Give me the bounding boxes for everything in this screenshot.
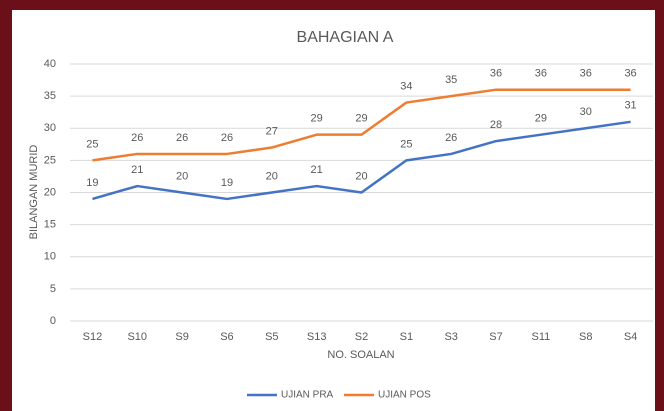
data-label: 21 xyxy=(311,164,323,176)
y-tick-label: 15 xyxy=(44,219,56,231)
y-tick-label: 10 xyxy=(44,251,56,263)
y-tick-label: 30 xyxy=(44,122,56,134)
data-label: 29 xyxy=(355,113,367,125)
x-tick-label: S6 xyxy=(220,331,233,343)
data-label: 20 xyxy=(355,170,367,182)
data-label: 29 xyxy=(535,113,547,125)
data-label: 26 xyxy=(176,132,188,144)
data-label: 21 xyxy=(131,164,143,176)
chart: BAHAGIAN A BILANGAN MURID NO. SOALAN 0 5 1… xyxy=(0,0,664,411)
chart-title: BAHAGIAN A xyxy=(297,29,394,46)
y-tick-label: 35 xyxy=(44,90,56,102)
y-tick-label: 20 xyxy=(44,186,56,198)
data-label: 35 xyxy=(445,74,457,86)
x-tick-label: S5 xyxy=(265,331,278,343)
legend-label: UJIAN POS xyxy=(378,390,431,401)
x-tick-label: S4 xyxy=(624,331,637,343)
data-label: 36 xyxy=(535,68,547,80)
x-tick-label: S2 xyxy=(355,331,368,343)
x-tick-label: S12 xyxy=(83,331,103,343)
data-label: 20 xyxy=(266,170,278,182)
data-label: 26 xyxy=(445,132,457,144)
data-label: 19 xyxy=(221,177,233,189)
x-tick-label: S10 xyxy=(127,331,147,343)
x-tick-label: S9 xyxy=(175,331,188,343)
x-tick-label: S1 xyxy=(400,331,413,343)
y-axis-label: BILANGAN MURID xyxy=(28,145,40,240)
data-label: 30 xyxy=(580,106,592,118)
data-label: 19 xyxy=(86,177,98,189)
y-tick-label: 5 xyxy=(50,283,56,295)
data-label: 27 xyxy=(266,125,278,137)
y-tick-label: 0 xyxy=(50,315,56,327)
x-tick-label: S11 xyxy=(532,331,551,343)
data-label: 36 xyxy=(490,68,502,80)
data-label: 36 xyxy=(624,68,636,80)
data-label: 25 xyxy=(86,138,98,150)
y-tick-label: 25 xyxy=(44,154,56,166)
data-label: 26 xyxy=(131,132,143,144)
x-tick-label: S3 xyxy=(444,331,457,343)
data-label: 25 xyxy=(400,138,412,150)
data-label: 26 xyxy=(221,132,233,144)
data-label: 31 xyxy=(624,100,636,112)
x-tick-label: S7 xyxy=(489,331,502,343)
data-label: 29 xyxy=(311,113,323,125)
data-label: 28 xyxy=(490,119,502,131)
y-tick-label: 40 xyxy=(44,58,56,70)
data-label: 20 xyxy=(176,170,188,182)
data-label: 34 xyxy=(400,80,412,92)
data-label: 36 xyxy=(580,68,592,80)
x-tick-label: S8 xyxy=(579,331,592,343)
x-tick-label: S13 xyxy=(307,331,327,343)
x-axis-label: NO. SOALAN xyxy=(327,349,394,361)
legend-label: UJIAN PRA xyxy=(281,390,334,401)
